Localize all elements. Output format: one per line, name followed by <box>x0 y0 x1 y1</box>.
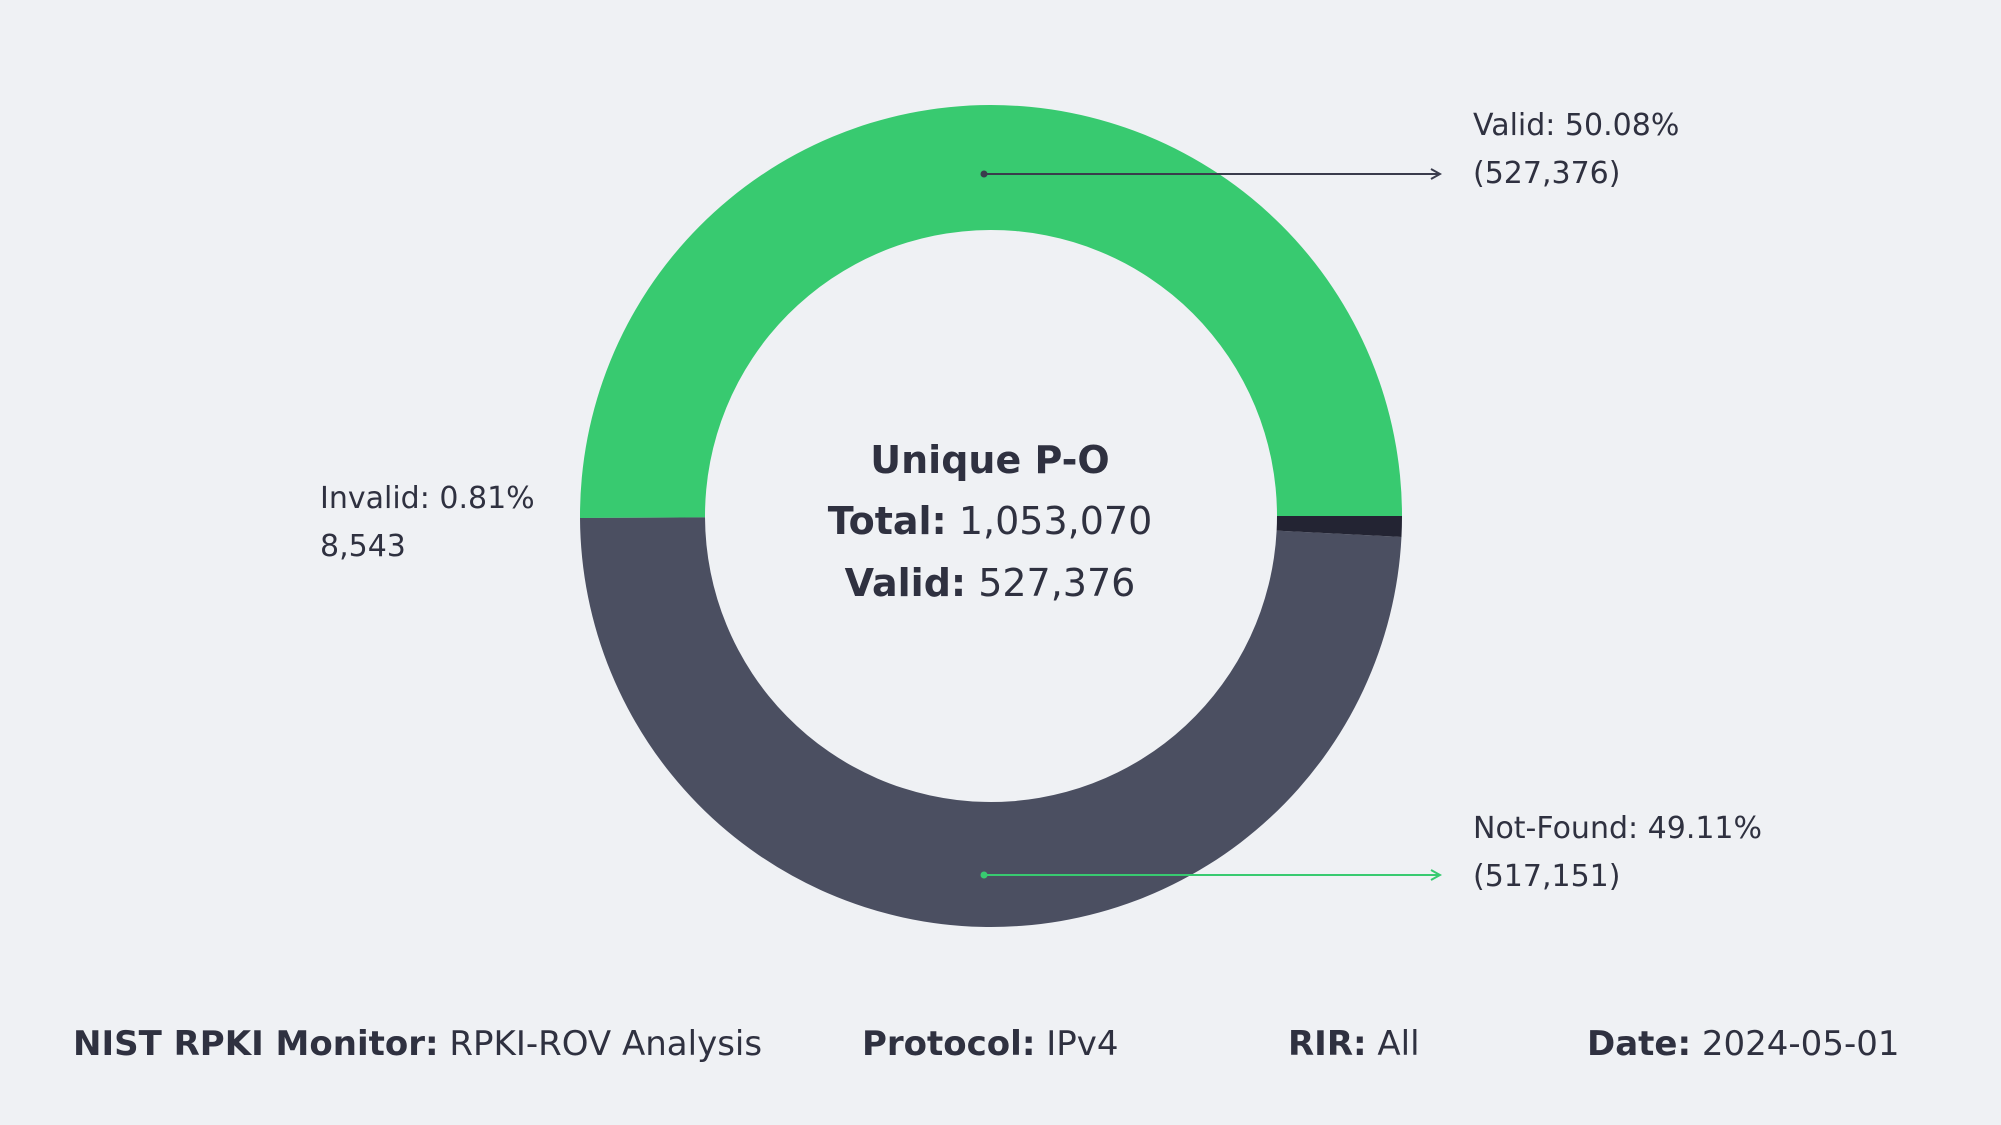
footer-date: Date: 2024-05-01 <box>1587 1024 1899 1064</box>
center-total: Total: 1,053,070 <box>790 502 1190 540</box>
not-found-arrow <box>980 872 1441 879</box>
invalid-callout-count: 8,543 <box>320 529 406 564</box>
center-total-value: 1,053,070 <box>958 499 1153 543</box>
slice-not-found <box>580 517 1402 927</box>
footer-monitor-label: NIST RPKI Monitor: <box>73 1024 439 1064</box>
not-found-callout: Not-Found: 49.11% (517,151) <box>1473 805 1762 901</box>
valid-callout-count: (527,376) <box>1473 156 1621 191</box>
footer-rir: RIR: All <box>1288 1024 1420 1064</box>
valid-callout: Valid: 50.08% (527,376) <box>1473 102 1679 198</box>
footer-protocol-label: Protocol: <box>862 1024 1036 1064</box>
slice-valid <box>580 104 1402 519</box>
footer-date-label: Date: <box>1587 1024 1692 1064</box>
footer-rir-value: All <box>1377 1024 1420 1064</box>
center-valid-label: Valid: <box>844 561 967 605</box>
center-title: Unique P-O <box>870 438 1110 482</box>
donut-slices <box>580 104 1402 927</box>
center-total-label: Total: <box>827 499 947 543</box>
footer-protocol: Protocol: IPv4 <box>862 1024 1119 1064</box>
center-valid: Valid: 527,376 <box>790 564 1190 602</box>
footer-date-value: 2024-05-01 <box>1701 1024 1900 1064</box>
footer-monitor-value: RPKI-ROV Analysis <box>449 1024 763 1064</box>
footer-protocol-value: IPv4 <box>1046 1024 1119 1064</box>
footer-rir-label: RIR: <box>1288 1024 1367 1064</box>
invalid-callout-percent: Invalid: 0.81% <box>320 481 535 516</box>
invalid-callout: Invalid: 0.81% 8,543 <box>320 475 535 571</box>
valid-arrow <box>980 171 1441 178</box>
footer-monitor: NIST RPKI Monitor: RPKI-ROV Analysis <box>73 1024 762 1064</box>
not-found-callout-count: (517,151) <box>1473 859 1621 894</box>
slice-invalid <box>1276 516 1402 537</box>
center-valid-value: 527,376 <box>978 561 1136 605</box>
not-found-callout-percent: Not-Found: 49.11% <box>1473 811 1763 846</box>
valid-callout-percent: Valid: 50.08% <box>1473 108 1680 143</box>
